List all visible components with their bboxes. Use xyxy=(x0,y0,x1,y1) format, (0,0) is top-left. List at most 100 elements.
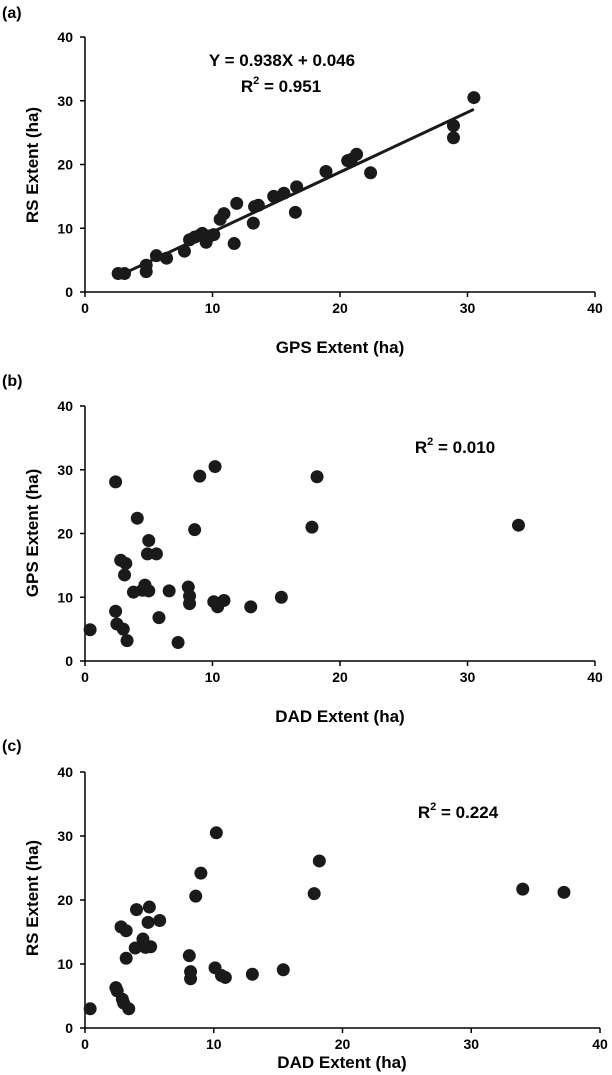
x-tick-label: 0 xyxy=(81,1036,89,1052)
data-point xyxy=(557,885,571,899)
regression-equation: Y = 0.938X + 0.046 xyxy=(209,51,355,70)
data-point xyxy=(267,189,281,203)
data-point xyxy=(194,866,208,880)
data-point xyxy=(130,511,144,525)
scatter-panel-a: (a) 0 10 20 30 40 0 10 20 30 40 GPS Extent (ha) RS E… xyxy=(2,5,603,357)
data-point xyxy=(141,915,155,929)
data-point xyxy=(227,237,241,251)
data-point xyxy=(171,636,185,650)
data-point xyxy=(142,584,156,598)
x-axis-title: GPS Extent (ha) xyxy=(276,338,404,357)
data-point xyxy=(193,469,207,483)
data-point xyxy=(276,963,290,977)
data-point xyxy=(516,882,530,896)
data-point xyxy=(153,913,167,927)
panel-label: (c) xyxy=(2,738,22,755)
panel-label: (a) xyxy=(2,5,22,22)
data-point xyxy=(83,623,97,637)
data-point xyxy=(162,584,176,598)
x-tick-label: 20 xyxy=(332,300,348,316)
data-point xyxy=(274,590,288,604)
x-tick-label: 40 xyxy=(587,669,603,685)
data-point xyxy=(467,91,481,105)
data-point xyxy=(251,198,265,212)
x-tick-label: 10 xyxy=(205,669,221,685)
data-point xyxy=(307,887,321,901)
data-point xyxy=(118,568,132,582)
panel-label: (b) xyxy=(2,373,22,390)
y-tick-label: 10 xyxy=(57,589,73,605)
data-point xyxy=(288,205,302,219)
x-tick-label: 30 xyxy=(460,300,476,316)
data-point xyxy=(246,216,260,230)
y-tick-label: 30 xyxy=(57,828,73,844)
scatter-panel-c: (c) 0 10 20 30 40 0 10 20 30 40 DAD Extent (ha) RS E… xyxy=(2,738,608,1072)
data-point xyxy=(109,475,123,489)
data-point xyxy=(152,611,166,625)
r-squared-value: = 0.010 xyxy=(433,438,495,457)
y-tick-label: 20 xyxy=(57,526,73,542)
x-tick-label: 40 xyxy=(587,300,603,316)
y-tick-label: 0 xyxy=(65,653,73,669)
data-point xyxy=(119,556,133,570)
data-point xyxy=(312,854,326,868)
data-point xyxy=(207,228,221,242)
data-point xyxy=(120,634,134,648)
data-point xyxy=(290,180,304,194)
data-point xyxy=(189,889,203,903)
r-squared-annotation: R2 = 0.010 xyxy=(415,436,495,457)
y-tick-label: 30 xyxy=(57,93,73,109)
data-point xyxy=(188,523,202,537)
y-axis-title: RS Extent (ha) xyxy=(23,840,42,956)
data-point xyxy=(183,589,197,603)
r-squared-superscript: 2 xyxy=(253,75,259,87)
data-point xyxy=(109,604,123,618)
r-squared-letter: R xyxy=(241,77,253,96)
x-tick-label: 0 xyxy=(81,300,89,316)
x-tick-label: 20 xyxy=(335,1036,351,1052)
data-point xyxy=(217,593,231,607)
x-tick-label: 40 xyxy=(592,1036,608,1052)
data-point xyxy=(305,520,319,534)
y-tick-label: 0 xyxy=(65,1020,73,1036)
data-point xyxy=(149,249,163,263)
x-tick-label: 20 xyxy=(332,669,348,685)
data-point xyxy=(116,622,130,636)
y-tick-label: 0 xyxy=(65,284,73,300)
y-axis-title: RS Extent (ha) xyxy=(23,107,42,223)
y-tick-label: 40 xyxy=(57,764,73,780)
data-point xyxy=(512,518,525,532)
x-tick-label: 30 xyxy=(463,1036,479,1052)
data-point xyxy=(446,131,460,145)
data-point xyxy=(319,165,333,179)
scatter-panel-b: (b) 0 10 20 30 40 0 10 20 30 40 DAD Extent (ha) GPS … xyxy=(2,373,603,726)
r-squared-annotation: R2 = 0.224 xyxy=(418,801,499,822)
y-tick-label: 40 xyxy=(57,29,73,45)
data-point xyxy=(142,534,156,548)
data-point xyxy=(184,972,198,986)
y-tick-label: 20 xyxy=(57,157,73,173)
data-point xyxy=(218,970,232,984)
x-axis-title: DAD Extent (ha) xyxy=(275,707,404,726)
x-axis-title: DAD Extent (ha) xyxy=(277,1053,406,1072)
data-point xyxy=(364,166,378,180)
data-point xyxy=(208,460,222,474)
data-point xyxy=(182,949,196,963)
x-tick-label: 10 xyxy=(205,300,221,316)
data-point xyxy=(119,924,133,938)
data-point xyxy=(139,258,153,272)
x-tick-label: 30 xyxy=(460,669,476,685)
x-tick-label: 10 xyxy=(206,1036,222,1052)
data-point xyxy=(122,1002,136,1016)
data-point xyxy=(142,900,156,914)
data-point xyxy=(140,547,154,561)
y-axis-title: GPS Extent (ha) xyxy=(23,469,42,597)
data-point xyxy=(149,547,163,561)
r-squared-letter: R xyxy=(418,803,430,822)
r-squared-value: = 0.951 xyxy=(259,77,321,96)
y-tick-label: 40 xyxy=(57,398,73,414)
data-point xyxy=(130,903,143,917)
data-point xyxy=(128,941,142,955)
data-point xyxy=(177,244,191,258)
